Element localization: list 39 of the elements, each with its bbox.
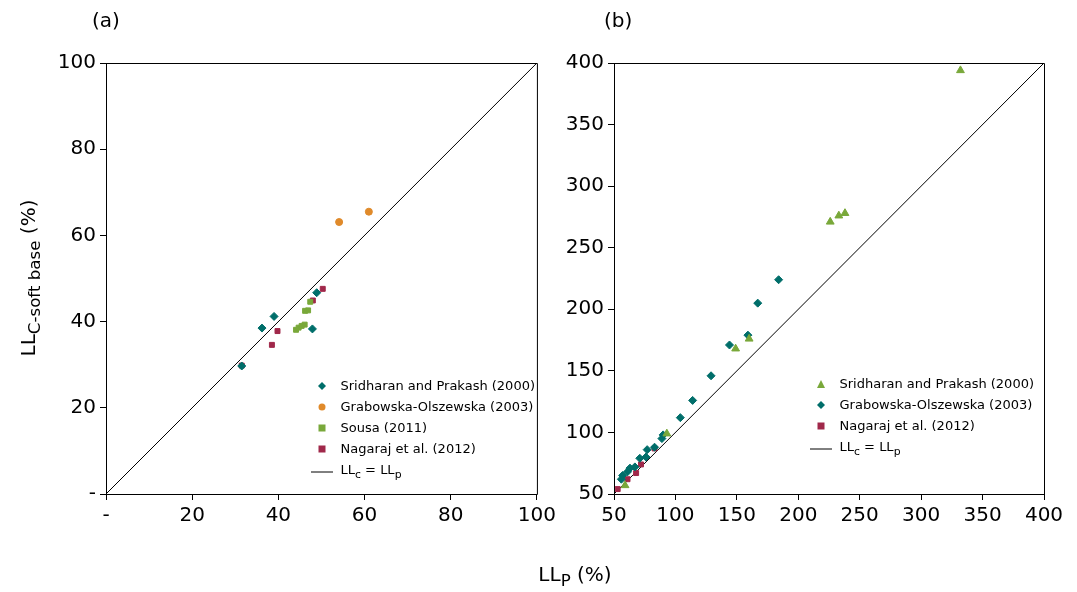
legend-label: Sridharan and Prakash (2000) [839, 375, 1034, 394]
x-tick-label: 100 [656, 502, 695, 527]
x-tick-label: 80 [438, 502, 464, 527]
x-tick-label: 100 [517, 502, 557, 527]
legend-label: Nagaraj et al. (2012) [340, 440, 476, 459]
legend-label: Sridharan and Prakash (2000) [340, 377, 535, 396]
x-tick-label: 40 [265, 502, 292, 527]
y-tick-label: 60 [70, 221, 96, 246]
legend-label: Nagaraj et al. (2012) [839, 417, 975, 436]
x-tick-label: 400 [1024, 502, 1064, 527]
y-tick-label: 80 [70, 135, 96, 160]
legend-label: Grabowska-Olszewska (2003) [839, 396, 1033, 415]
y-tick-label: 150 [565, 357, 604, 382]
y-tick-label: 20 [70, 394, 96, 418]
y-tick-label: 250 [565, 233, 604, 258]
legend-label: LL$_{c}$ = LL$_{p}$ [340, 461, 402, 483]
y-tick-label: 350 [565, 110, 604, 135]
legend-label: Sousa (2011) [340, 419, 428, 438]
x-tick-label: 150 [717, 502, 756, 527]
y-tick-label: - [88, 480, 96, 505]
y-tick-label: 200 [565, 295, 604, 320]
y-tick-label: 100 [565, 418, 604, 443]
y-tick-label: 400 [565, 49, 604, 74]
chart-title: (a) [92, 8, 120, 32]
y-tick-label: 100 [57, 49, 96, 74]
y-tick-label: 50 [578, 480, 604, 505]
chart-title: (b) [604, 8, 633, 32]
x-tick-label: 350 [963, 502, 1002, 527]
y-tick-label: 40 [70, 307, 96, 332]
legend-label: LL$_{c}$ = LL$_{p}$ [839, 438, 901, 460]
x-tick-label: 20 [179, 502, 205, 527]
x-axis-title: LL$_{P}$ (%) [538, 562, 612, 590]
legend-label: Grabowska-Olszewska (2003) [340, 398, 534, 417]
x-tick-label: 300 [902, 502, 941, 527]
x-tick-label: 50 [601, 502, 627, 527]
x-tick-label: 250 [840, 502, 879, 527]
x-tick-label: 60 [351, 502, 378, 527]
x-tick-label: 200 [779, 502, 818, 527]
y-tick-label: 300 [565, 172, 604, 197]
